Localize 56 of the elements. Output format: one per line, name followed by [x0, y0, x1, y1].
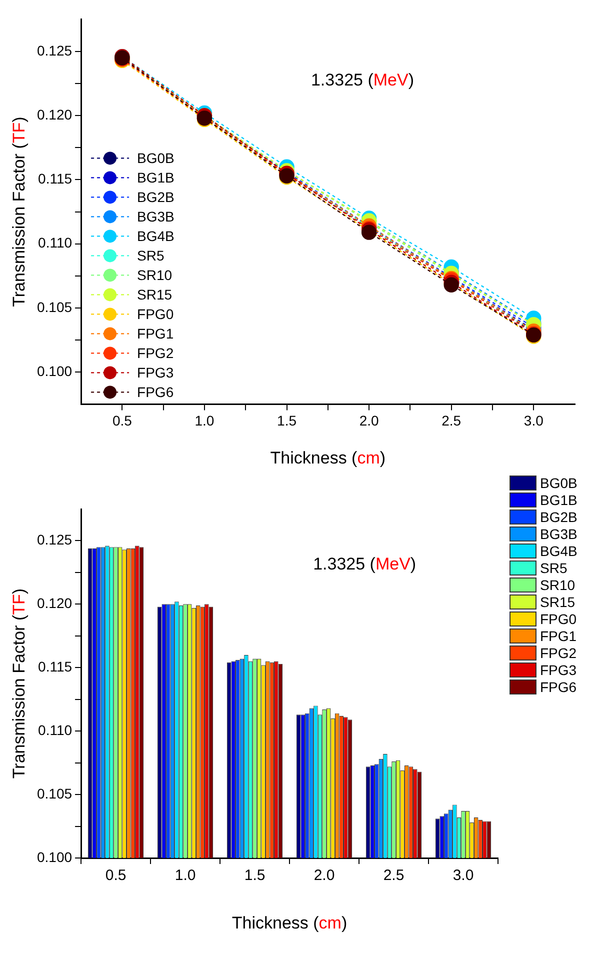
y-tick-label: 0.105 [36, 298, 72, 315]
legend-label: FPG2 [137, 345, 174, 362]
x-tick-label: 2.5 [442, 412, 462, 428]
y-tick-label: 0.110 [38, 234, 72, 251]
x-tick-label: 1.5 [244, 867, 266, 884]
annotation: 1.3325 (MeV) [310, 70, 414, 90]
x-tick-label: 1.0 [174, 867, 196, 884]
legend-label: FPG3 [137, 364, 174, 381]
legend-label: BG2B [137, 189, 174, 206]
y-axis-title: Transmission Factor (TF) [10, 588, 29, 779]
legend-label: BG0B [540, 474, 578, 491]
y-tick-label: 0.120 [36, 595, 72, 612]
legend-label: BG4B [540, 542, 578, 559]
legend-label: FPG6 [540, 678, 577, 695]
y-tick-label: 0.115 [38, 170, 72, 187]
legend-label: BG0B [137, 150, 174, 166]
y-tick-label: 0.125 [36, 532, 72, 548]
legend-label: FPG1 [540, 628, 577, 644]
x-tick-label: 0.5 [105, 867, 126, 884]
x-axis-title: Thickness (cm) [270, 448, 386, 468]
x-tick-label: 3.0 [524, 412, 544, 428]
legend-label: SR15 [137, 286, 172, 303]
y-tick-label: 0.100 [36, 362, 72, 379]
legend-label: SR10 [540, 576, 576, 593]
annotation: 1.3325 (MeV) [313, 554, 416, 574]
x-tick-label: 0.5 [112, 412, 132, 428]
legend-label: SR5 [137, 248, 164, 264]
x-tick-label: 2.0 [359, 412, 380, 428]
y-tick-label: 0.125 [36, 42, 72, 58]
legend-label: BG3B [540, 526, 578, 542]
legend-label: FPG0 [540, 610, 577, 627]
legend-label: BG4B [137, 228, 174, 244]
x-tick-label: 1.5 [277, 412, 297, 428]
legend-label: BG2B [540, 508, 578, 525]
x-axis-title: Thickness (cm) [232, 914, 348, 933]
x-tick-label: 2.0 [314, 867, 335, 884]
legend-label: BG1B [137, 170, 174, 186]
legend-label: FPG2 [540, 644, 577, 661]
y-tick-label: 0.110 [38, 722, 72, 738]
legend-label: FPG3 [540, 662, 577, 678]
legend-label: FPG1 [137, 326, 174, 342]
legend-label: SR5 [540, 560, 568, 576]
y-tick-label: 0.120 [36, 106, 72, 122]
legend-label: SR15 [540, 594, 576, 610]
y-axis-title: Transmission Factor (TF) [10, 116, 29, 307]
legend-label: BG1B [540, 492, 578, 508]
x-tick-label: 1.0 [194, 412, 214, 428]
legend-label: FPG0 [137, 306, 174, 322]
legend-label: FPG6 [137, 384, 174, 400]
y-tick-label: 0.115 [38, 658, 72, 674]
x-tick-label: 3.0 [452, 867, 474, 884]
legend-label: SR10 [137, 267, 172, 284]
y-tick-label: 0.100 [36, 848, 72, 865]
y-tick-label: 0.105 [36, 785, 72, 802]
x-tick-label: 2.5 [383, 867, 404, 884]
legend-label: BG3B [137, 208, 174, 225]
